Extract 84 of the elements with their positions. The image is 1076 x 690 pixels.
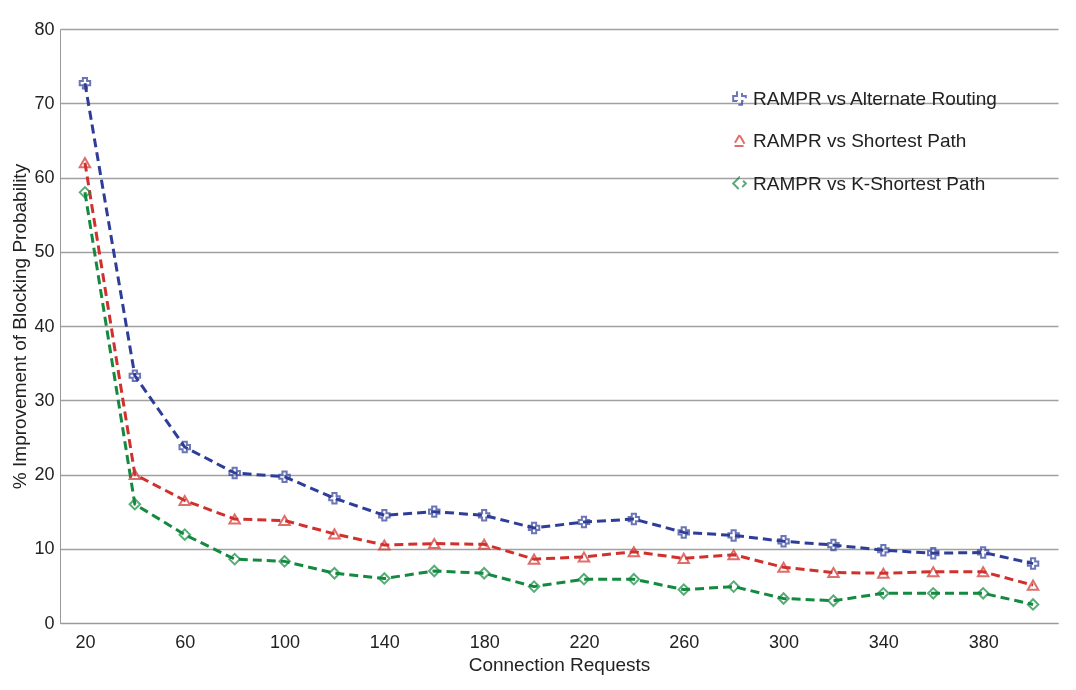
point: [727, 549, 740, 561]
y-axis-title: % Improvement of Blocking Probability: [9, 163, 31, 490]
point: [328, 492, 341, 505]
point: [627, 512, 641, 526]
point: [677, 552, 690, 564]
y-tick-label: 10: [34, 538, 55, 559]
x-tick-label: 20: [75, 631, 96, 652]
x-tick-label: 100: [270, 631, 301, 652]
point: [827, 538, 840, 552]
x-tick-label: 380: [968, 631, 999, 652]
point: [428, 564, 441, 578]
point: [877, 567, 890, 579]
point: [228, 513, 241, 525]
point: [827, 594, 840, 607]
point: [278, 555, 291, 568]
point: [777, 592, 790, 605]
point: [128, 497, 142, 511]
y-tick-label: 70: [34, 92, 55, 113]
y-tick-label: 30: [34, 389, 55, 410]
point: [78, 157, 92, 169]
point: [128, 468, 142, 481]
point: [976, 566, 990, 578]
point: [477, 567, 491, 580]
point: [228, 466, 241, 480]
y-tick-label: 80: [34, 18, 55, 39]
point: [128, 369, 142, 382]
point: [577, 515, 591, 529]
point: [428, 505, 441, 518]
point: [877, 587, 890, 600]
point: [328, 567, 341, 580]
y-tick-label: 50: [34, 241, 55, 262]
point: [727, 580, 740, 593]
x-tick-label: 180: [469, 631, 500, 652]
point: [378, 539, 391, 551]
legend-label: RAMPR vs Alternate Routing: [753, 87, 997, 109]
point: [477, 538, 491, 550]
x-tick-label: 220: [569, 631, 600, 652]
point: [378, 509, 391, 522]
x-tick-label: 260: [669, 631, 700, 652]
point: [827, 566, 840, 579]
point: [78, 76, 92, 90]
y-tick-label: 60: [34, 167, 55, 187]
point: [178, 528, 191, 541]
point: [777, 535, 790, 548]
x-tick-label: 60: [175, 631, 196, 652]
point: [627, 572, 641, 586]
point: [976, 587, 990, 600]
point: [477, 509, 491, 522]
point: [178, 440, 191, 454]
point: [1026, 579, 1040, 591]
point: [627, 546, 641, 558]
point: [677, 583, 690, 596]
point: [577, 572, 591, 586]
x-tick-label: 340: [868, 631, 899, 652]
point: [927, 566, 940, 578]
x-axis-title: Connection Requests: [468, 653, 651, 675]
point: [428, 538, 441, 550]
point: [1026, 557, 1040, 570]
y-tick-label: 20: [34, 464, 55, 484]
x-tick-label: 300: [769, 631, 800, 652]
legend-label: RAMPR vs K-Shortest Path: [753, 172, 986, 194]
point: [527, 521, 541, 535]
y-tick-label: 0: [44, 612, 55, 633]
point: [278, 514, 291, 527]
point: [378, 572, 391, 585]
point: [877, 543, 890, 557]
legend-label: RAMPR vs Shortest Path: [753, 129, 967, 151]
y-tick-label: 40: [34, 315, 55, 336]
point: [527, 580, 541, 593]
point: [677, 526, 690, 539]
point: [328, 528, 341, 540]
point: [727, 529, 740, 542]
point: [927, 546, 940, 560]
point: [527, 553, 541, 565]
point: [178, 494, 191, 507]
point: [228, 552, 241, 566]
point: [78, 186, 92, 199]
point: [577, 551, 591, 563]
point: [1026, 598, 1040, 611]
point: [927, 587, 940, 600]
point: [976, 546, 990, 559]
point: [777, 561, 790, 573]
x-tick-label: 140: [369, 631, 400, 652]
point: [278, 470, 291, 483]
